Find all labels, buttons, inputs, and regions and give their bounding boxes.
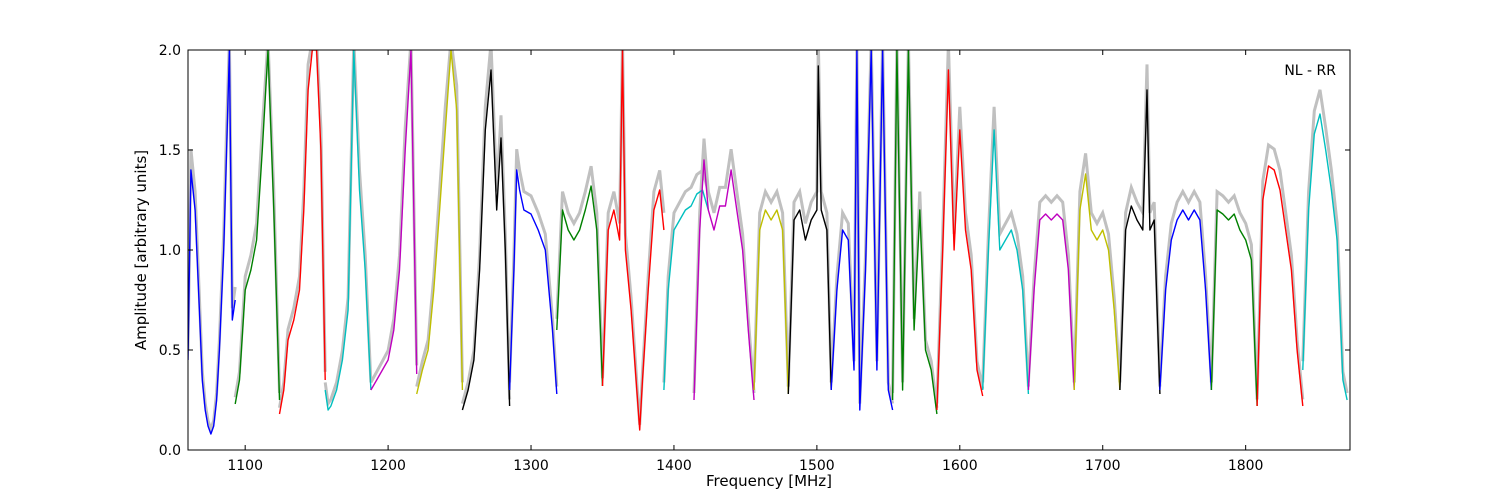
y-tick-label: 1.0	[159, 243, 181, 259]
series-line-22	[1159, 209, 1213, 391]
series-line-16	[891, 50, 938, 415]
series-line-21	[1119, 89, 1161, 395]
x-tick-label: 1100	[227, 458, 263, 474]
series-line-19	[1027, 213, 1075, 391]
annotation-label: NL - RR	[1284, 63, 1336, 79]
series-line-1	[188, 50, 236, 435]
x-tick-label: 1700	[1085, 458, 1121, 474]
series-line-15	[830, 50, 894, 411]
background-trace-segment	[601, 50, 666, 425]
series-line-10	[601, 50, 665, 431]
series-line-5	[370, 50, 418, 391]
background-trace-segment	[692, 138, 756, 394]
background-trace-segment	[460, 50, 512, 404]
background-trace-segment	[1158, 188, 1213, 383]
x-tick-label: 1400	[656, 458, 692, 474]
background-trace-segment	[786, 50, 833, 387]
background-trace-segment	[1209, 188, 1259, 400]
y-tick-label: 0.5	[159, 343, 181, 359]
y-tick-label: 2.0	[159, 43, 181, 59]
background-trace-segment	[1072, 153, 1122, 383]
series-line-20	[1073, 173, 1121, 391]
plot-area	[188, 50, 1349, 435]
y-axis: 0.0 0.5 1.0 1.5 2.0	[159, 43, 1350, 459]
background-trace-segment	[369, 50, 419, 384]
series-line-18	[982, 129, 1030, 395]
x-tick-label: 1300	[513, 458, 549, 474]
x-axis-title: Frequency [MHz]	[706, 472, 832, 490]
series-line-4	[324, 50, 372, 411]
series-line-11	[663, 189, 709, 391]
series-line-7	[461, 69, 511, 411]
series-line-2	[234, 50, 281, 405]
series-line-23	[1210, 209, 1258, 407]
background-trace-segment	[323, 50, 373, 408]
series-line-12	[693, 159, 755, 401]
background-trace-segment	[1255, 142, 1305, 400]
series-line-8	[508, 169, 558, 395]
series-line-14	[787, 65, 832, 395]
y-axis-title: Amplitude [arbitrary units]	[132, 150, 150, 350]
series-line-25	[1302, 113, 1348, 401]
background-trace-segment	[752, 187, 790, 387]
x-tick-label: 1600	[942, 458, 978, 474]
series-line-17	[936, 69, 984, 411]
series-line-13	[753, 209, 789, 395]
background-trace-segment	[555, 165, 604, 379]
x-tick-label: 1500	[799, 458, 835, 474]
y-tick-label: 1.5	[159, 143, 181, 159]
series-line-9	[556, 185, 604, 387]
series-line-24	[1256, 165, 1304, 407]
y-tick-label: 0.0	[159, 443, 181, 459]
series-line-6	[416, 50, 464, 395]
background-trace-segment	[1026, 193, 1076, 383]
series-line-3	[278, 50, 326, 415]
x-axis: 1100 1200 1300 1400 1500 1600 1700 1800	[227, 50, 1263, 474]
background-trace-segment	[415, 50, 464, 387]
x-tick-label: 1200	[370, 458, 406, 474]
background-trace-segment	[981, 106, 1030, 387]
series-layer	[188, 50, 1348, 435]
x-tick-label: 1800	[1228, 458, 1264, 474]
